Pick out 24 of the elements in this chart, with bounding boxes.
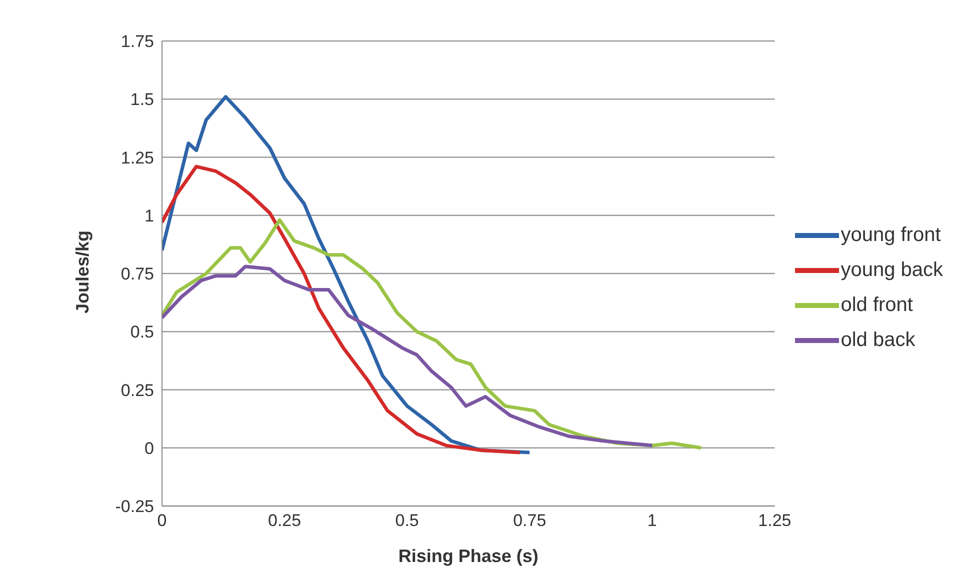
y-tick-label: -0.25 (115, 497, 154, 516)
y-tick-label: 0.5 (130, 322, 154, 342)
line-series (162, 218, 703, 450)
x-tick-label: 1 (647, 511, 657, 530)
y-tick-label: 0.25 (120, 380, 154, 400)
y-axis-title: Joules/kg (72, 230, 92, 314)
line-series (162, 264, 654, 448)
legend-label: old front (840, 294, 913, 317)
y-tick-label: 1.5 (130, 90, 154, 110)
x-tick-label: 0.25 (268, 511, 302, 530)
y-tick-label: 0.75 (120, 264, 154, 284)
line-series (162, 164, 522, 454)
x-tick-label: 0 (157, 511, 167, 530)
x-tick-label: 0.75 (513, 511, 546, 530)
y-tick-label: 1.25 (120, 148, 154, 168)
y-tick-label: 0 (144, 438, 154, 458)
legend-label: young back (840, 259, 943, 282)
y-tick-label: 1.75 (120, 32, 154, 52)
x-tick-label: 1.25 (758, 511, 792, 530)
x-tick-label: 0.5 (395, 511, 419, 530)
legend-label: young front (840, 224, 941, 247)
y-tick-label: 1 (144, 206, 154, 226)
legend-label: old back (840, 329, 916, 352)
x-axis-title: Rising Phase (s) (398, 546, 538, 566)
